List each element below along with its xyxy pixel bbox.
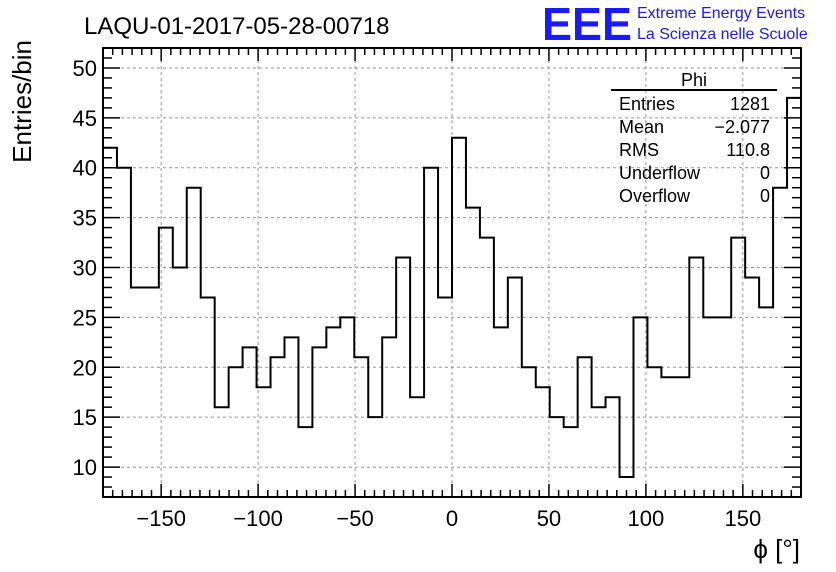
stats-row-value: −2.077 [714,117,770,137]
histogram-bin [606,397,620,497]
histogram-bin [354,357,368,497]
histogram-bin [131,287,145,497]
histogram-bin [396,258,410,497]
histogram-bin [522,367,536,497]
histogram-bin [703,317,717,497]
stats-row-label: Overflow [619,186,691,206]
stats-row-value: 0 [760,186,770,206]
histogram-bin [312,347,326,497]
eee-logo-line2: La Scienza nelle Scuole [637,26,808,43]
stats-box: Phi Entries 1281 Mean −2.077 RMS 110.8 Underfl… [611,70,777,206]
histogram-bin [717,317,731,497]
y-tick-labels: 10 15 20 25 30 35 40 45 50 [73,56,97,480]
x-axis-title: ϕ [°] [753,534,800,564]
chart-title: LAQU-01-2017-05-28-00718 [84,13,390,40]
stats-row-label: RMS [619,140,659,160]
histogram-bin [508,277,522,497]
histogram-bin [466,208,480,497]
histogram-bin [689,258,703,497]
x-tick-label: 150 [724,506,761,531]
y-tick-label: 40 [73,156,97,181]
eee-logo-mark: EEE [542,0,632,50]
histogram-bin [592,407,606,497]
histogram-bin [661,377,675,497]
stats-box-rows: Entries 1281 Mean −2.077 RMS 110.8 Underflow 0 O… [619,94,770,206]
y-tick-label: 45 [73,106,97,131]
histogram-bin [215,407,229,497]
histogram-bin [675,377,689,497]
histogram-bin [257,387,271,497]
histogram-bin [368,417,382,497]
y-tick-label: 30 [73,256,97,281]
y-tick-label: 25 [73,305,97,330]
x-tick-labels: −150 −100 −50 0 50 100 150 [136,506,761,531]
histogram-bin [564,427,578,497]
histogram-series [103,96,801,497]
histogram-bin [326,327,340,497]
stats-row-label: Mean [619,117,664,137]
y-axis-title: Entries/bin [7,40,37,163]
stats-row-value: 0 [760,163,770,183]
stats-box-title: Phi [681,70,707,90]
y-tick-label: 50 [73,56,97,81]
histogram-outline [103,96,801,479]
histogram-bin [633,317,647,497]
histogram-bin [773,188,787,497]
histogram-bin [145,287,159,497]
histogram-bin [103,148,117,497]
histogram-bin [382,337,396,497]
y-tick-label: 15 [73,405,97,430]
histogram-bin [410,397,424,497]
histogram-bin [340,317,354,497]
histogram-bin [759,307,773,497]
histogram-bin [229,367,243,497]
x-tick-label: −50 [336,506,373,531]
histogram-bin [745,277,759,497]
y-tick-label: 10 [73,455,97,480]
stats-row-value: 110.8 [726,140,770,160]
histogram-bin [578,357,592,497]
x-tick-label: 50 [537,506,561,531]
stats-row-label: Entries [619,94,675,114]
x-tick-label: −150 [136,506,186,531]
histogram-bin [647,367,661,497]
x-tick-label: 0 [446,506,458,531]
histogram-bin [494,327,508,497]
x-tick-label: 100 [628,506,665,531]
histogram-bin [550,417,564,497]
x-tick-label: −100 [233,506,283,531]
eee-logo-line1: Extreme Energy Events [637,5,805,22]
histogram-bin [243,347,257,497]
stats-row-value: 1281 [730,94,770,114]
y-tick-label: 35 [73,206,97,231]
y-tick-label: 20 [73,355,97,380]
histogram-bin [271,357,285,497]
histogram-bin [173,268,187,497]
histogram-bin [298,427,312,497]
histogram-bin [536,387,550,497]
histogram-bin [187,188,201,497]
axis-ticks [103,47,801,497]
stats-row-label: Underflow [619,163,701,183]
eee-logo: EEE Extreme Energy Events La Scienza nel… [542,0,808,50]
